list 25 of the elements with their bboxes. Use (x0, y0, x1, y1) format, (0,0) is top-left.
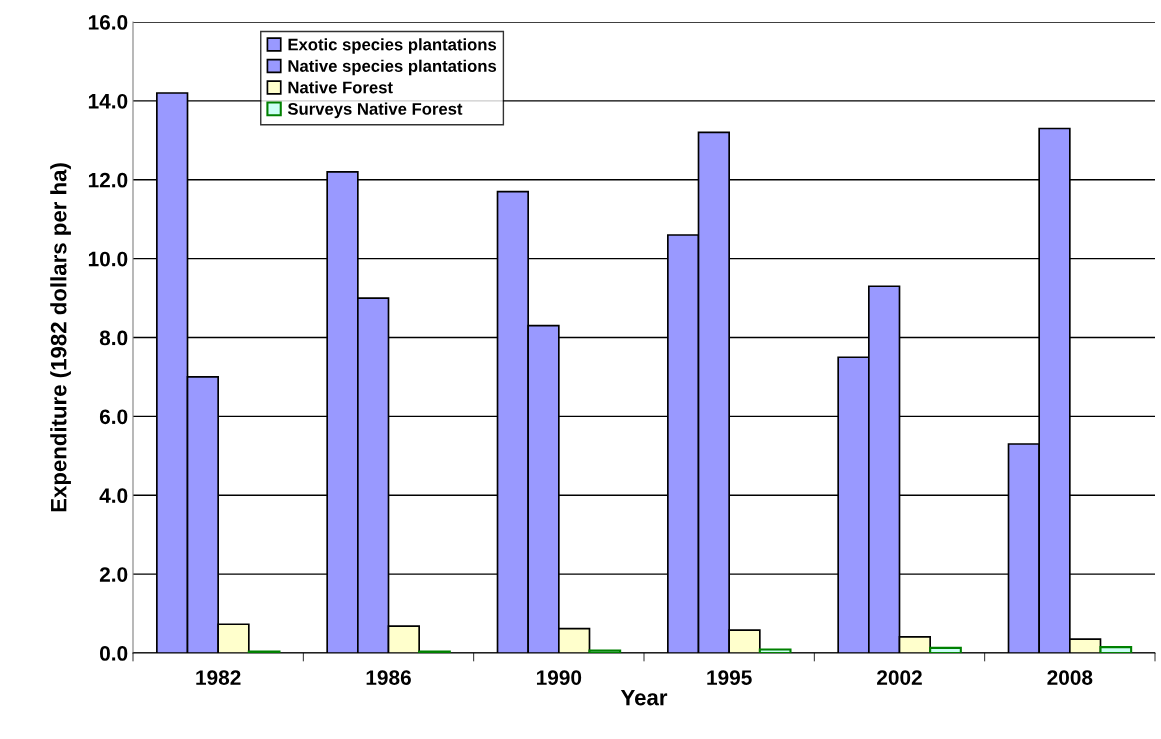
y-axis-title: Expenditure (1982 dollars per ha) (50, 163, 71, 512)
bar (929, 646, 962, 653)
x-tick-label: 1990 (536, 670, 582, 685)
x-tick-label: 2008 (1047, 670, 1093, 685)
x-tick-label: 1995 (707, 670, 752, 685)
y-tick-label: 2.0 (99, 567, 128, 582)
bar (1099, 646, 1133, 653)
y-tick-label: 8.0 (99, 330, 128, 346)
y-tick-label: 14.0 (88, 93, 128, 109)
legend-label: Native Forest (288, 81, 393, 94)
x-tick-label: 1986 (366, 670, 411, 685)
bar (588, 649, 622, 653)
y-tick-label: 0.0 (100, 646, 128, 661)
x-tick-label: 1982 (196, 670, 241, 685)
y-tick-label: 4.0 (99, 488, 128, 503)
y-tick-label: 6.0 (99, 409, 128, 425)
y-tick-label: 10.0 (88, 251, 128, 267)
x-axis-title: Year (620, 689, 668, 706)
y-tick-label: 12.0 (88, 172, 128, 188)
legend-label: Exotic species plantations (288, 38, 497, 54)
x-tick-label: 2002 (877, 670, 922, 685)
legend-label: Surveys Native Forest (287, 102, 463, 119)
y-tick-label: 16.0 (88, 15, 128, 30)
bar (758, 648, 792, 653)
legend-label: Native species plantations (288, 59, 497, 76)
